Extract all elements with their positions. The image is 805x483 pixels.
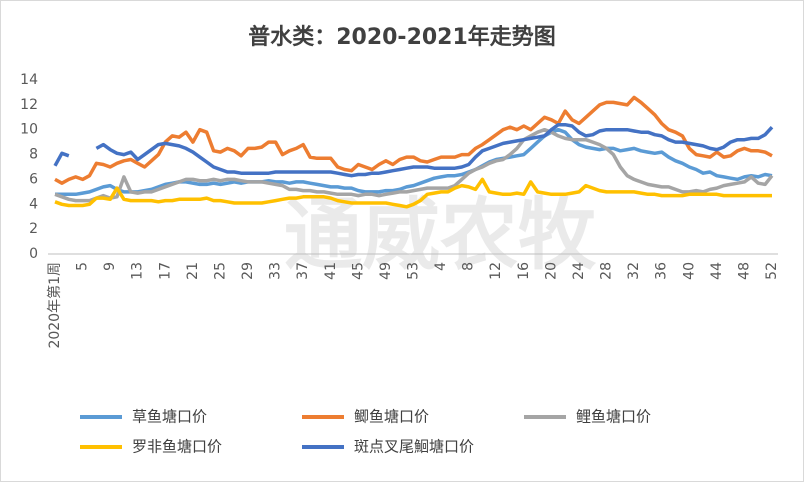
- x-tick-label: 29: [240, 262, 256, 280]
- legend-label: 鲫鱼塘口价: [354, 408, 429, 426]
- x-tick-label: 25: [212, 262, 228, 280]
- watermark: 通威农牧: [284, 190, 597, 280]
- series-line: [53, 122, 774, 178]
- series-line: [54, 95, 773, 185]
- y-tick-label: 6: [29, 171, 38, 187]
- x-tick-label: 53: [406, 262, 422, 280]
- chart-title: 普水类：2020-2021年走势图: [248, 24, 556, 50]
- y-tick-label: 8: [29, 147, 38, 163]
- y-tick-label: 2: [29, 221, 38, 237]
- y-tick-label: 12: [20, 97, 38, 113]
- x-tick-label: 37: [295, 262, 311, 280]
- x-tick-label: 12: [488, 262, 504, 280]
- legend-label: 草鱼塘口价: [132, 408, 207, 426]
- x-tick-label: 33: [268, 262, 284, 280]
- x-tick-label: 40: [681, 262, 697, 280]
- legend-label: 鲤鱼塘口价: [576, 408, 651, 426]
- x-tick-label: 32: [626, 262, 642, 280]
- series-line: [54, 127, 774, 203]
- x-tick-label: 41: [323, 262, 339, 280]
- x-tick-label: 20: [543, 262, 559, 280]
- x-tick-label: 52: [764, 262, 780, 280]
- legend-label: 斑点叉尾鮰塘口价: [354, 438, 474, 456]
- x-tick-label: 16: [516, 262, 532, 280]
- x-tick-label: 9: [102, 262, 118, 271]
- legend-label: 罗非鱼塘口价: [132, 438, 222, 456]
- x-tick-label: 8: [461, 262, 477, 271]
- y-tick-label: 4: [29, 196, 38, 212]
- series-line: [54, 177, 772, 209]
- x-tick-label: 21: [185, 262, 201, 280]
- x-tick-label: 2020年第1周: [46, 262, 63, 349]
- x-tick-label: 5: [75, 262, 91, 271]
- x-tick-label: 44: [709, 262, 725, 280]
- x-tick-label: 48: [736, 262, 752, 280]
- x-tick-label: 28: [599, 262, 615, 280]
- x-tick-label: 49: [378, 262, 394, 280]
- x-tick-label: 4: [433, 262, 449, 271]
- y-tick-label: 14: [20, 72, 38, 88]
- x-tick-label: 17: [157, 262, 173, 280]
- x-tick-label: 24: [571, 262, 587, 280]
- x-tick-label: 45: [350, 262, 366, 280]
- x-tick-label: 13: [130, 262, 146, 280]
- x-tick-label: 36: [654, 262, 670, 280]
- y-tick-label: 10: [20, 122, 38, 138]
- y-tick-label: 0: [29, 246, 38, 262]
